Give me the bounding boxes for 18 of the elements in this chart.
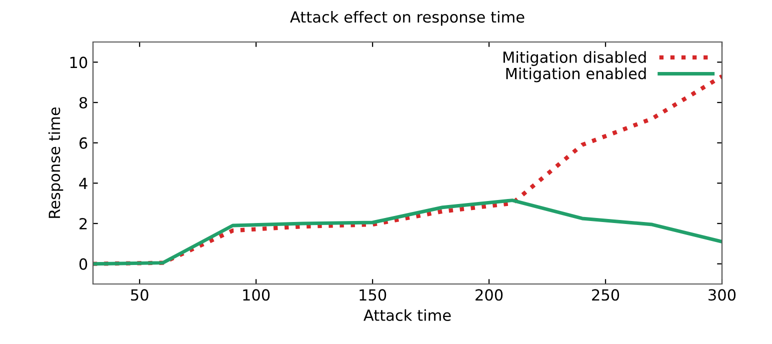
chart-title: Attack effect on response time [290, 10, 524, 26]
y-tick-label: 2 [80, 218, 87, 230]
y-tick-label: 6 [79, 137, 88, 149]
x-axis-title: Attack time [364, 309, 451, 322]
y-tick-label: 10 [70, 56, 88, 68]
legend-label: Mitigation disabled [503, 51, 646, 66]
y-tick-label: 8 [79, 96, 88, 109]
x-tick-label: 100 [243, 289, 270, 301]
y-axis-title: Response time [48, 107, 64, 218]
x-tick-label: 300 [708, 289, 736, 301]
y-tick-label: 0 [79, 258, 88, 270]
x-tick-label: 250 [592, 289, 620, 301]
x-tick-label: 200 [476, 289, 503, 301]
x-tick-label: 50 [131, 289, 148, 301]
legend-label: Mitigation enabled [506, 67, 646, 82]
line-series [93, 198, 722, 266]
x-tick-label: 150 [360, 289, 386, 301]
y-tick-label: 4 [79, 178, 88, 189]
